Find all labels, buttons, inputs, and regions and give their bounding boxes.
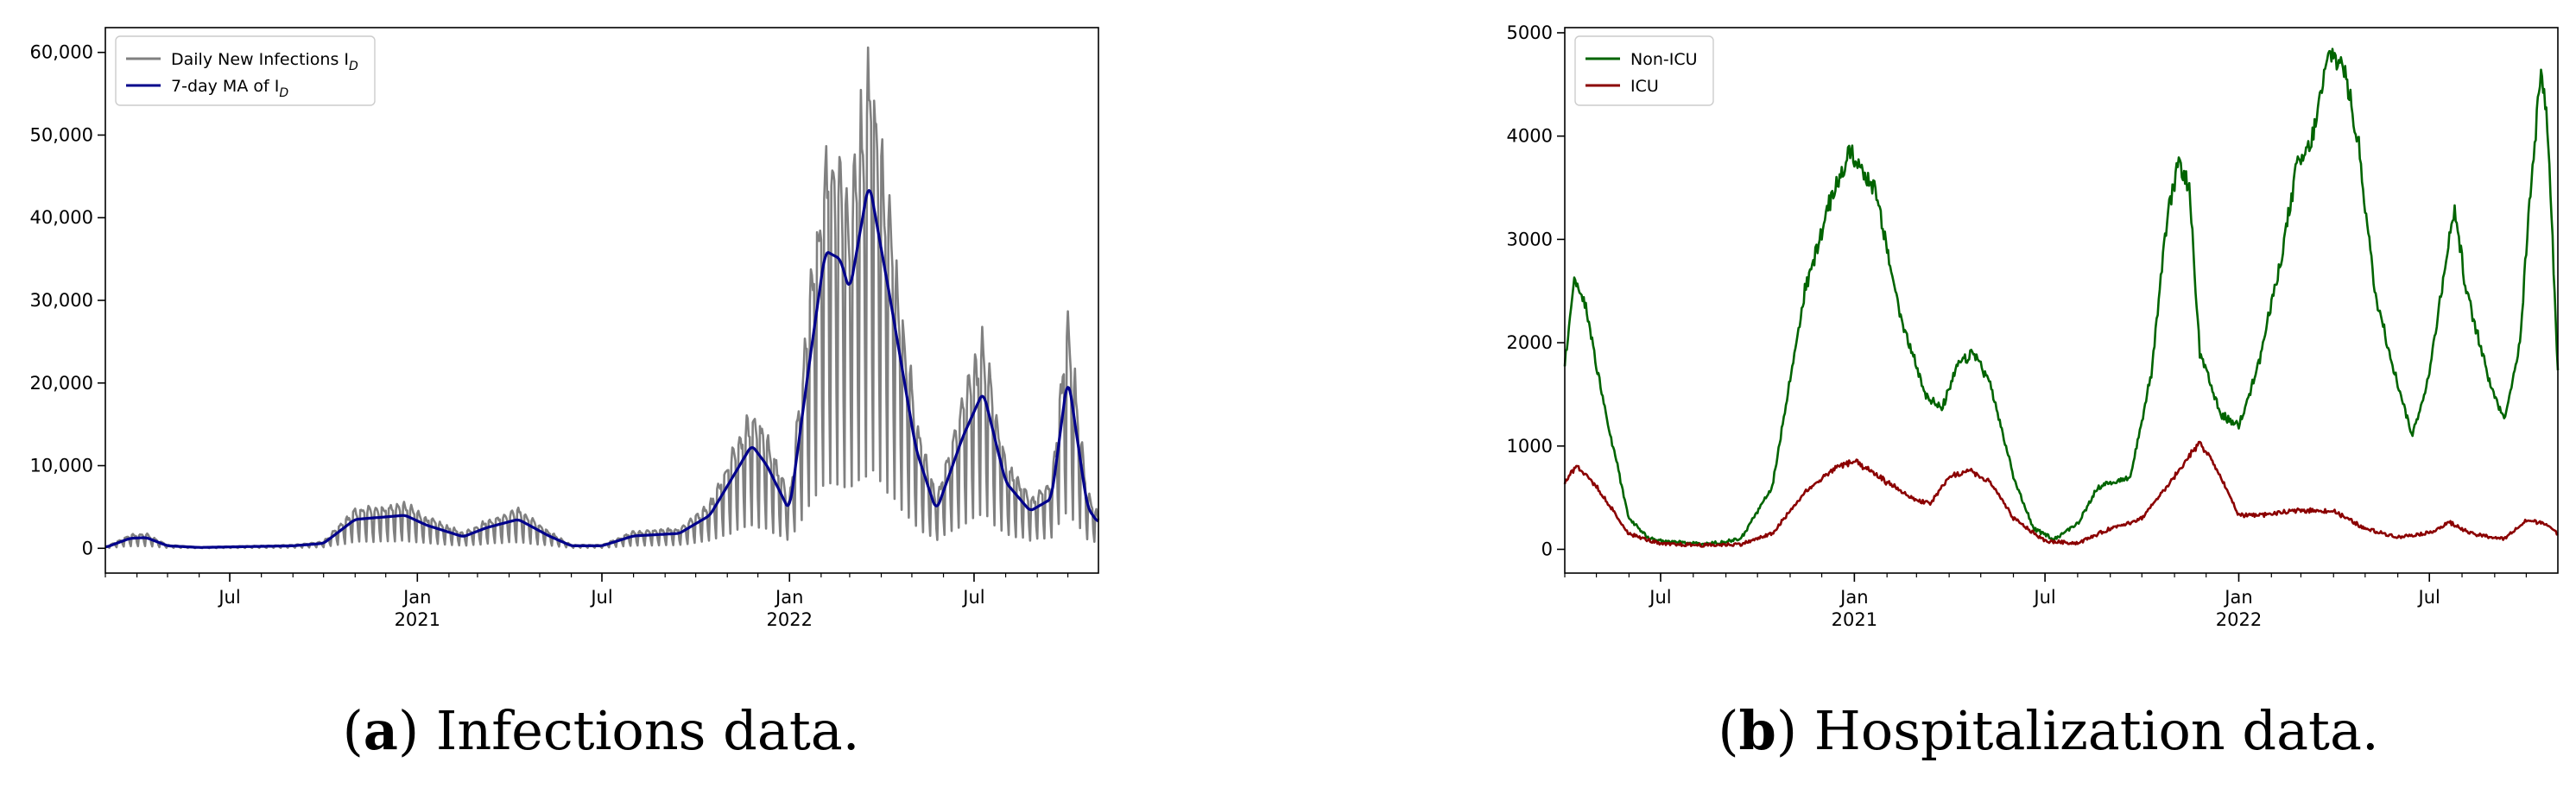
y-tick-label: 50,000: [30, 124, 93, 145]
x-tick-label: 2021: [1832, 609, 1877, 630]
legend-box: [115, 35, 376, 106]
x-tick-label: Jul: [217, 587, 240, 608]
legend-box: [1574, 35, 1714, 106]
x-tick-label: 2021: [395, 609, 440, 630]
x-tick-label: Jan: [402, 587, 431, 608]
legend-label: Non-ICU: [1630, 50, 1698, 69]
x-tick-label: Jan: [774, 587, 803, 608]
x-tick-label: 2022: [767, 609, 813, 630]
plot-frame: [104, 27, 1099, 574]
y-tick-label: 60,000: [30, 42, 93, 63]
plot-area: [1565, 28, 2558, 573]
x-tick-label: Jan: [1839, 587, 1868, 608]
y-tick-label: 10,000: [30, 456, 93, 476]
caption: (b) Hospitalization data.: [1718, 699, 2378, 762]
series-line-0: [1563, 47, 2560, 546]
y-tick-label: 2000: [1507, 332, 1553, 353]
series-line-1: [104, 189, 1099, 549]
caption-label: Hospitalization data.: [1797, 699, 2379, 762]
y-tick-label: 1000: [1507, 436, 1553, 457]
series-line-1: [1563, 440, 2559, 548]
y-tick-label: 30,000: [30, 290, 93, 311]
y-axis: 0 10,000 20,000 30,000 40,000 50,000 60,000: [30, 42, 105, 558]
infections-panel: 0 10,000 20,000 30,000 40,000 50,000 60,000 Ju…: [30, 27, 1100, 762]
plot-frame: [1564, 27, 2559, 574]
y-tick-label: 0: [1541, 539, 1553, 559]
x-tick-label: Jul: [2032, 587, 2055, 608]
y-tick-label: 4000: [1507, 126, 1553, 147]
y-tick-label: 20,000: [30, 373, 93, 394]
series-layer: [1563, 47, 2560, 548]
y-tick-label: 5000: [1507, 22, 1553, 43]
legend: Daily New Infections ID 7-day MA of ID: [115, 35, 376, 106]
y-tick-label: 40,000: [30, 207, 93, 228]
legend-label: ICU: [1630, 77, 1659, 96]
legend-label: 7-day MA of ID: [171, 77, 288, 100]
caption-letter: a: [364, 699, 398, 762]
series-layer: [104, 46, 1100, 550]
caption-letter: b: [1739, 699, 1776, 762]
caption-label: Infections data.: [419, 699, 859, 762]
x-tick-label: Jul: [589, 587, 612, 608]
y-tick-label: 0: [82, 538, 93, 558]
legend-label: Daily New Infections ID: [171, 50, 358, 73]
x-tick-label: Jul: [961, 587, 984, 608]
x-tick-label: 2022: [2216, 609, 2262, 630]
y-axis: 0 1000 2000 3000 4000 5000: [1507, 22, 1565, 559]
legend: Non-ICU ICU: [1574, 35, 1714, 106]
x-tick-label: Jul: [2417, 587, 2440, 608]
caption: (a) Infections data.: [343, 699, 860, 762]
x-tick-label: Jul: [1648, 587, 1671, 608]
x-tick-label: Jan: [2223, 587, 2252, 608]
y-tick-label: 3000: [1507, 229, 1553, 249]
